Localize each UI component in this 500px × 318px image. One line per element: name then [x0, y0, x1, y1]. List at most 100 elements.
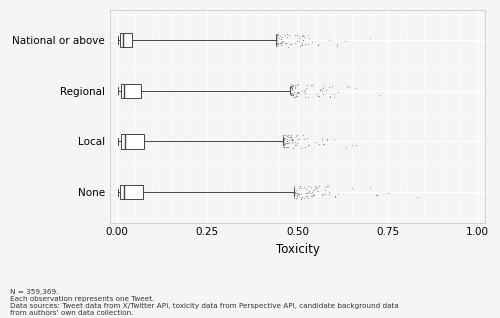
Point [272, 37, 280, 42]
Point [311, 186, 319, 191]
Point [290, 193, 298, 198]
Point [342, 144, 350, 149]
Point [282, 142, 290, 147]
Point [291, 86, 299, 91]
Point [300, 185, 308, 190]
Point [283, 138, 291, 143]
Point [290, 185, 298, 190]
Point [289, 82, 297, 87]
Point [292, 143, 300, 148]
Point [282, 140, 290, 145]
Point [300, 37, 308, 42]
Point [292, 196, 300, 201]
Point [294, 35, 302, 40]
Point [290, 193, 298, 198]
Point [300, 196, 308, 201]
Point [376, 93, 384, 98]
Point [293, 193, 301, 198]
Point [312, 140, 320, 145]
Point [278, 40, 285, 45]
Point [280, 142, 288, 148]
Point [296, 185, 304, 190]
Point [308, 185, 316, 190]
Point [334, 41, 342, 46]
Point [298, 133, 306, 138]
Point [274, 33, 282, 38]
Point [295, 193, 303, 198]
Point [296, 44, 304, 49]
Point [290, 185, 298, 190]
Point [289, 93, 297, 98]
Point [298, 33, 306, 38]
Point [291, 142, 299, 148]
Point [283, 139, 291, 144]
Point [280, 142, 288, 147]
Point [284, 32, 292, 38]
Point [290, 145, 298, 150]
Point [279, 142, 287, 147]
Point [298, 196, 306, 201]
Point [274, 41, 281, 46]
Point [276, 36, 284, 41]
Point [290, 93, 298, 98]
Point [279, 137, 287, 142]
Point [290, 40, 298, 45]
Point [413, 195, 421, 200]
Point [326, 94, 334, 100]
Point [272, 40, 280, 45]
Point [288, 136, 296, 142]
Point [286, 135, 294, 140]
Point [384, 190, 392, 196]
Point [279, 139, 287, 144]
Point [305, 188, 313, 193]
Point [294, 192, 302, 197]
Point [319, 191, 327, 197]
Point [279, 139, 287, 144]
Point [313, 92, 321, 97]
Point [292, 90, 300, 95]
Point [280, 137, 288, 142]
Point [283, 34, 291, 39]
Point [280, 132, 287, 137]
Point [343, 83, 351, 88]
Point [284, 133, 292, 138]
Point [279, 135, 287, 140]
Point [286, 86, 294, 91]
Point [273, 36, 281, 41]
Point [293, 193, 301, 198]
Point [318, 89, 326, 94]
Point [314, 94, 322, 99]
Point [311, 183, 319, 189]
Point [366, 184, 374, 189]
Point [286, 42, 294, 47]
Point [281, 40, 289, 45]
Point [330, 194, 338, 199]
Point [302, 187, 310, 192]
Point [288, 135, 296, 140]
Point [332, 44, 340, 49]
Point [318, 138, 326, 143]
Point [272, 32, 280, 37]
Point [294, 93, 302, 98]
Point [280, 135, 287, 141]
Point [283, 31, 291, 37]
Point [298, 42, 306, 47]
Point [290, 186, 298, 191]
Point [272, 39, 280, 44]
Point [282, 133, 290, 138]
Point [295, 91, 303, 96]
PathPatch shape [120, 185, 143, 199]
Point [292, 94, 300, 99]
Point [284, 141, 292, 146]
Point [286, 85, 294, 90]
Point [352, 86, 360, 91]
Point [286, 86, 294, 91]
Point [273, 32, 281, 37]
Point [280, 145, 288, 150]
Point [298, 41, 306, 46]
Point [322, 87, 330, 92]
Point [306, 82, 314, 87]
Point [294, 137, 302, 142]
Point [286, 87, 294, 92]
Point [330, 94, 338, 99]
